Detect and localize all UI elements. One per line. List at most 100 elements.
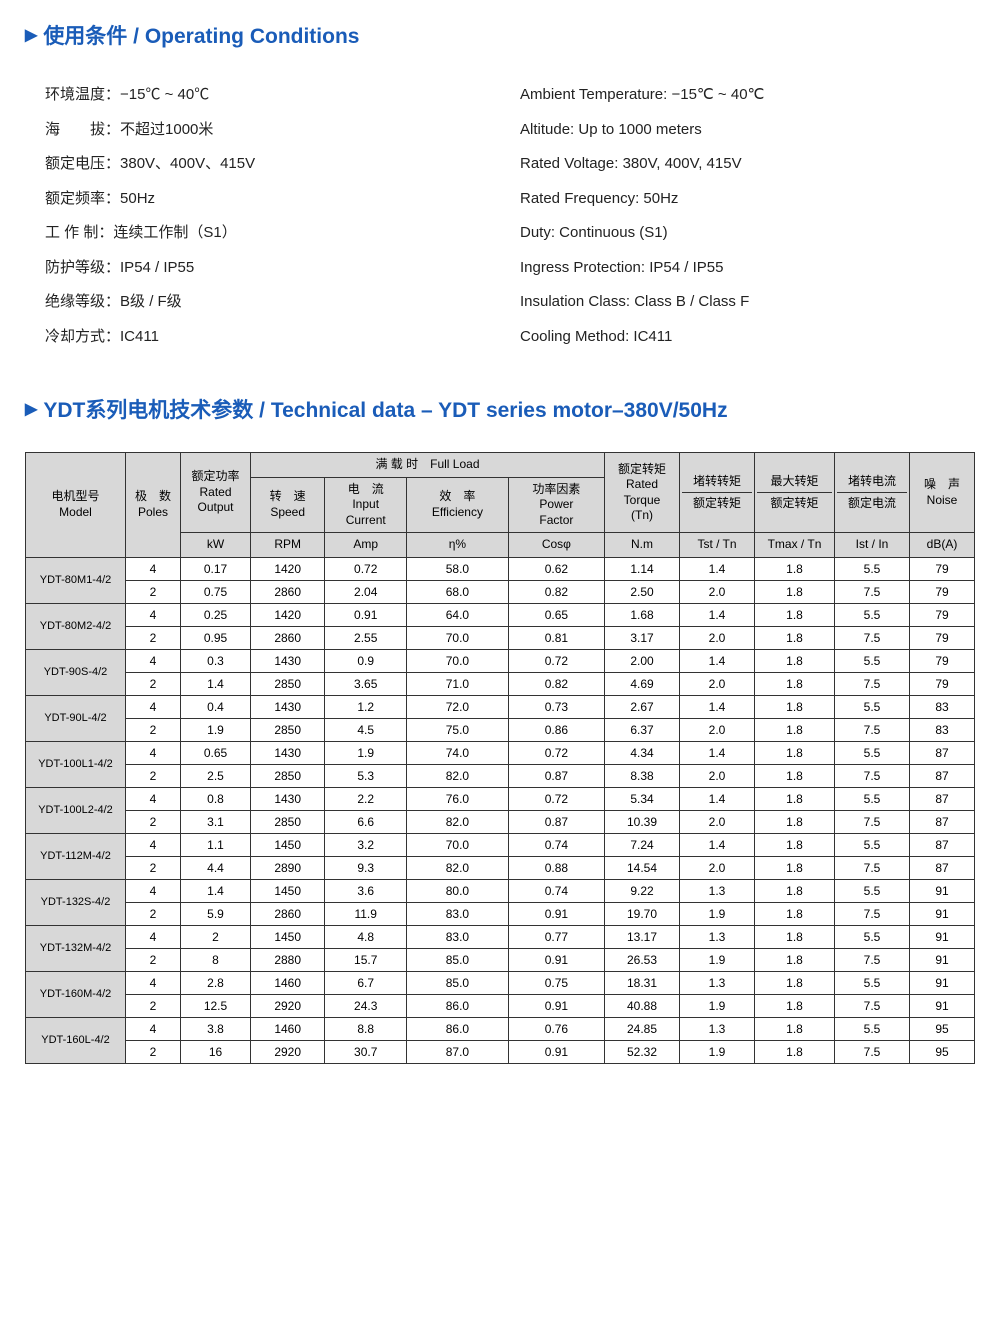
table-row: 216292030.787.00.9152.321.91.87.595: [26, 1040, 975, 1063]
th-rpm: RPM: [251, 533, 325, 558]
data-cell: 1.4: [181, 672, 251, 695]
th-model: 电机型号 Model: [26, 453, 126, 558]
data-cell: 7.5: [835, 718, 910, 741]
data-cell: 0.74: [508, 879, 604, 902]
data-cell: 11.9: [325, 902, 407, 925]
model-cell: YDT-132M-4/2: [26, 925, 126, 971]
data-cell: 5.5: [835, 1017, 910, 1040]
data-cell: 1.8: [755, 1017, 835, 1040]
data-cell: 0.87: [508, 764, 604, 787]
data-cell: 5.5: [835, 971, 910, 994]
model-cell: YDT-90S-4/2: [26, 649, 126, 695]
data-cell: 0.65: [508, 603, 604, 626]
data-cell: 70.0: [407, 626, 509, 649]
table-row: 22.528505.382.00.878.382.01.87.587: [26, 764, 975, 787]
data-cell: 0.77: [508, 925, 604, 948]
data-cell: 1.8: [755, 833, 835, 856]
data-cell: 75.0: [407, 718, 509, 741]
data-cell: 2: [126, 902, 181, 925]
table-row: 23.128506.682.00.8710.392.01.87.587: [26, 810, 975, 833]
data-cell: 1450: [251, 879, 325, 902]
data-cell: 87: [910, 787, 975, 810]
th-eta: η%: [407, 533, 509, 558]
th-locked-current: 堵转电流 额定电流: [835, 453, 910, 533]
condition-row: 绝缘等级：B级 / F级: [45, 285, 500, 320]
table-row: YDT-132S-4/241.414503.680.00.749.221.31.…: [26, 879, 975, 902]
data-cell: 2860: [251, 580, 325, 603]
data-cell: 91: [910, 994, 975, 1017]
data-cell: 1.3: [680, 925, 755, 948]
th-current: 电 流 Input Current: [325, 477, 407, 533]
data-cell: 2920: [251, 1040, 325, 1063]
table-row: 20.7528602.0468.00.822.502.01.87.579: [26, 580, 975, 603]
data-cell: 6.6: [325, 810, 407, 833]
tech-table: 电机型号 Model 极 数 Poles 额定功率 Rated Output 满…: [25, 452, 975, 1064]
data-cell: 2.50: [605, 580, 680, 603]
data-cell: 0.4: [181, 695, 251, 718]
model-cell: YDT-80M1-4/2: [26, 557, 126, 603]
condition-row: Rated Voltage: 380V, 400V, 415V: [520, 147, 975, 182]
data-cell: 1.2: [325, 695, 407, 718]
data-cell: 1.8: [755, 1040, 835, 1063]
data-cell: 1430: [251, 695, 325, 718]
data-cell: 2: [126, 1040, 181, 1063]
data-cell: 1.9: [680, 1040, 755, 1063]
condition-row: 环境温度：−15℃ ~ 40℃: [45, 78, 500, 113]
condition-row: 额定电压：380V、400V、415V: [45, 147, 500, 182]
data-cell: 7.5: [835, 764, 910, 787]
data-cell: 12.5: [181, 994, 251, 1017]
condition-row: Ingress Protection: IP54 / IP55: [520, 251, 975, 286]
data-cell: 1.8: [755, 994, 835, 1017]
conditions-title: ▶ 使用条件 / Operating Conditions: [25, 20, 975, 50]
data-cell: 9.3: [325, 856, 407, 879]
data-cell: 0.3: [181, 649, 251, 672]
data-cell: 1.8: [755, 971, 835, 994]
table-row: YDT-90S-4/240.314300.970.00.722.001.41.8…: [26, 649, 975, 672]
data-cell: 3.2: [325, 833, 407, 856]
data-cell: 91: [910, 925, 975, 948]
data-cell: 1.4: [680, 603, 755, 626]
data-cell: 0.91: [508, 902, 604, 925]
data-cell: 2.00: [605, 649, 680, 672]
data-cell: 4.69: [605, 672, 680, 695]
table-row: YDT-132M-4/24214504.883.00.7713.171.31.8…: [26, 925, 975, 948]
data-cell: 1.9: [680, 994, 755, 1017]
data-cell: 1.8: [755, 879, 835, 902]
data-cell: 0.82: [508, 672, 604, 695]
table-row: YDT-90L-4/240.414301.272.00.732.671.41.8…: [26, 695, 975, 718]
data-cell: 1.8: [755, 948, 835, 971]
data-cell: 4: [126, 787, 181, 810]
data-cell: 79: [910, 557, 975, 580]
data-cell: 87.0: [407, 1040, 509, 1063]
data-cell: 70.0: [407, 833, 509, 856]
data-cell: 87: [910, 810, 975, 833]
th-tmax: Tmax / Tn: [755, 533, 835, 558]
data-cell: 5.5: [835, 879, 910, 902]
data-cell: 2: [126, 764, 181, 787]
data-cell: 2: [126, 718, 181, 741]
model-cell: YDT-90L-4/2: [26, 695, 126, 741]
data-cell: 7.5: [835, 948, 910, 971]
data-cell: 3.1: [181, 810, 251, 833]
data-cell: 5.5: [835, 557, 910, 580]
data-cell: 1.3: [680, 879, 755, 902]
th-amp: Amp: [325, 533, 407, 558]
data-cell: 7.5: [835, 856, 910, 879]
data-cell: 85.0: [407, 971, 509, 994]
data-cell: 0.62: [508, 557, 604, 580]
data-cell: 5.34: [605, 787, 680, 810]
th-output: 额定功率 Rated Output: [181, 453, 251, 533]
data-cell: 1.8: [755, 810, 835, 833]
data-cell: 1.8: [755, 902, 835, 925]
conditions-block: 环境温度：−15℃ ~ 40℃海 拔：不超过1000米额定电压：380V、400…: [25, 78, 975, 354]
data-cell: 7.5: [835, 1040, 910, 1063]
data-cell: 2.0: [680, 856, 755, 879]
data-cell: 4: [126, 833, 181, 856]
condition-row: 防护等级：IP54 / IP55: [45, 251, 500, 286]
data-cell: 8.38: [605, 764, 680, 787]
data-cell: 5.5: [835, 833, 910, 856]
th-max-torque: 最大转矩 额定转矩: [755, 453, 835, 533]
data-cell: 1.1: [181, 833, 251, 856]
data-cell: 1420: [251, 603, 325, 626]
data-cell: 8: [181, 948, 251, 971]
